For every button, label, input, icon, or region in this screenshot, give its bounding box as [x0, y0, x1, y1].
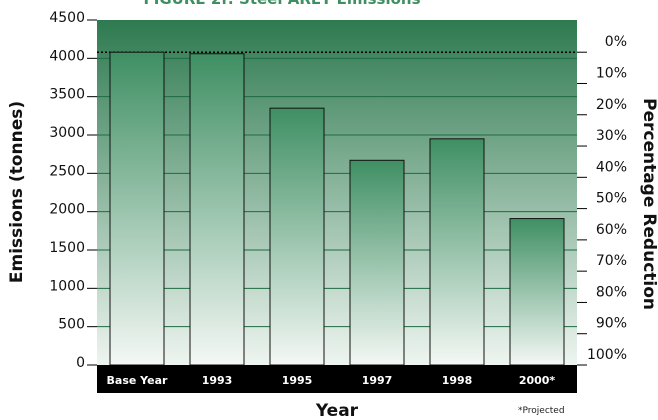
- category-label: 2000*: [519, 374, 556, 387]
- right-axis-ticks: 0% 10% 20% 30% 40% 50% 60% 70% 80% 90% 100%: [577, 34, 627, 366]
- y2-tick-label: 40%: [596, 159, 627, 175]
- bar: [269, 107, 325, 366]
- bar: [509, 218, 565, 366]
- y2-tick-label: 10%: [596, 65, 627, 81]
- y-tick-label: 2000: [49, 202, 85, 218]
- y2-tick-label: 80%: [596, 284, 627, 300]
- left-axis-ticks: 0 500 1000 1500 2000 2500 3000 3500 4000 4500: [49, 10, 97, 371]
- x-axis-title: Year: [315, 401, 359, 420]
- y-tick-label: 1500: [49, 240, 85, 256]
- chart-title: FIGURE 2f: Steel ARET Emissions: [144, 0, 421, 8]
- y2-tick-label: 60%: [596, 222, 627, 238]
- category-label: 1995: [282, 374, 313, 387]
- bar: [109, 51, 165, 366]
- bar: [189, 53, 245, 366]
- y-tick-label: 4500: [49, 10, 85, 26]
- bar: [349, 159, 405, 366]
- category-band: [97, 365, 577, 393]
- y-tick-label: 3000: [49, 125, 85, 141]
- y2-tick-label: 50%: [596, 191, 627, 207]
- plot-background: [97, 20, 577, 365]
- y-tick-label: 3500: [49, 87, 85, 103]
- y2-tick-label: 20%: [596, 97, 627, 113]
- y2-tick-label: 70%: [596, 253, 627, 269]
- y2-tick-label: 90%: [596, 316, 627, 332]
- category-label: 1993: [202, 374, 233, 387]
- category-label: Base Year: [107, 374, 168, 387]
- y2-tick-label: 100%: [587, 347, 627, 363]
- y-tick-label: 0: [76, 355, 85, 371]
- y2-axis-title: Percentage Reduction: [639, 98, 658, 310]
- y-tick-label: 2500: [49, 163, 85, 179]
- bars: [109, 51, 565, 366]
- y2-tick-label: 0%: [605, 34, 627, 50]
- category-labels: Base Year 1993 1995 1997 1998 2000*: [107, 374, 556, 387]
- category-label: 1998: [442, 374, 473, 387]
- y2-tick-label: 30%: [596, 128, 627, 144]
- grid-lines: [97, 57, 577, 328]
- bar: [429, 138, 485, 366]
- y-tick-label: 500: [58, 317, 85, 333]
- category-label: 1997: [362, 374, 393, 387]
- y-tick-label: 4000: [49, 48, 85, 64]
- y-tick-label: 1000: [49, 278, 85, 294]
- y-axis-title: Emissions (tonnes): [7, 101, 27, 283]
- footnote-projected: *Projected: [518, 406, 565, 416]
